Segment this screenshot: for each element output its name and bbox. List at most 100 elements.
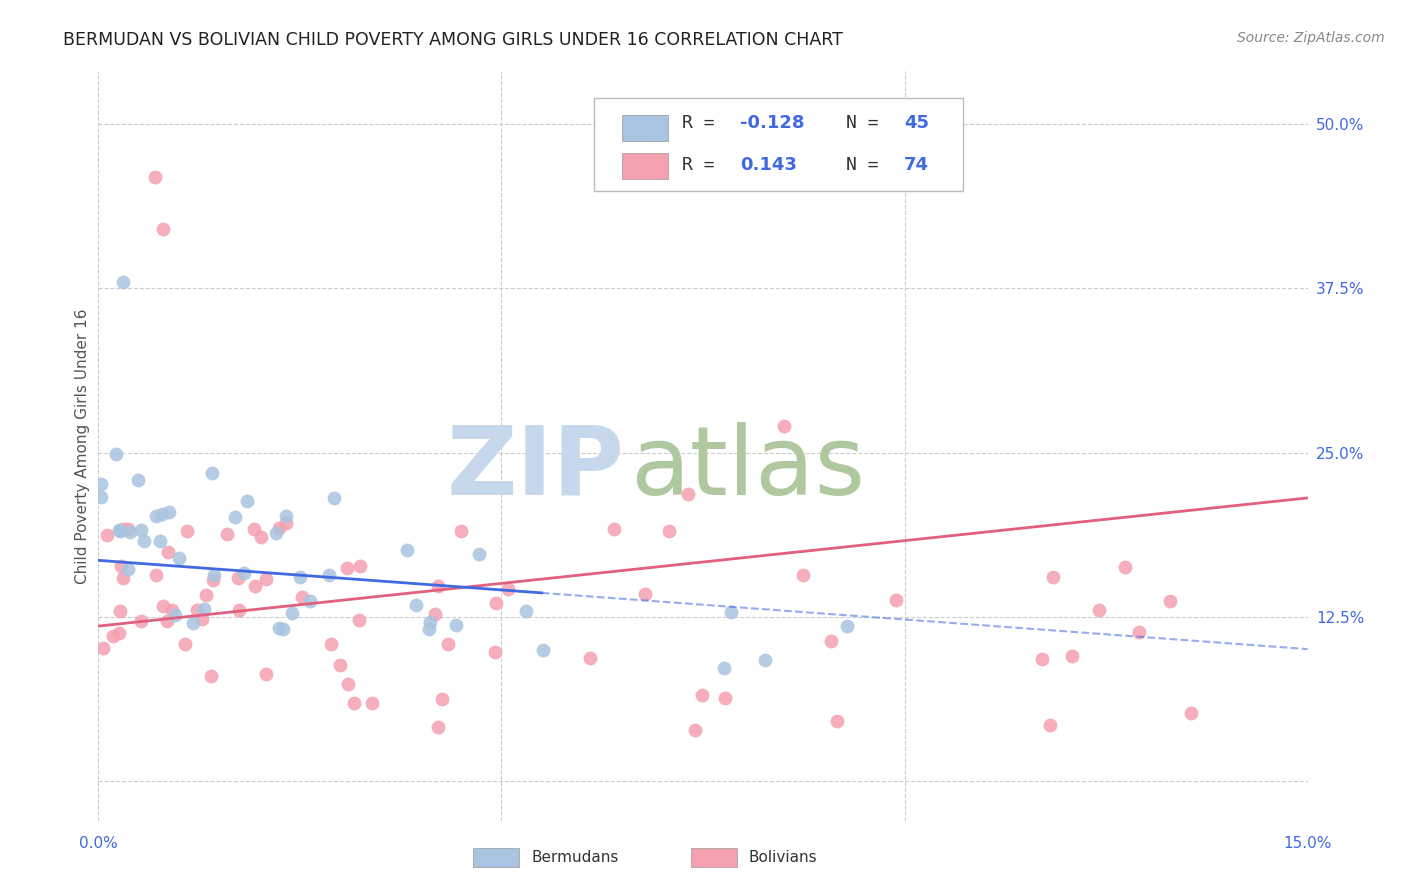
Point (111, 522, 134, 536)
Point (250, 530, 273, 544)
Y-axis label: Child Poverty Among Girls Under 16: Child Poverty Among Girls Under 16 (75, 309, 90, 583)
Point (1062, 648, 1084, 663)
FancyBboxPatch shape (690, 848, 737, 867)
Point (423, 607, 446, 621)
Point (236, 493, 259, 508)
Point (827, 714, 849, 728)
Point (191, 612, 214, 626)
Point (437, 637, 460, 651)
Point (291, 591, 314, 605)
Point (531, 643, 554, 657)
Point (149, 533, 172, 548)
Point (274, 508, 297, 523)
Point (271, 622, 294, 636)
Point (228, 603, 250, 617)
Point (1180, 706, 1202, 720)
Point (96, 527, 118, 541)
Point (233, 566, 256, 581)
Point (336, 561, 359, 575)
Point (145, 508, 167, 523)
Point (820, 633, 842, 648)
Point (264, 525, 287, 540)
Point (132, 533, 155, 548)
Text: N =: N = (845, 156, 889, 174)
Point (336, 677, 359, 691)
Point (1031, 652, 1053, 666)
Point (772, 419, 794, 434)
Point (690, 688, 713, 702)
Point (129, 523, 152, 537)
Text: R =: R = (682, 114, 725, 132)
Text: 0.0%: 0.0% (79, 837, 118, 852)
FancyBboxPatch shape (621, 153, 668, 179)
Point (193, 602, 215, 616)
Point (1128, 625, 1150, 640)
Text: 0.143: 0.143 (741, 156, 797, 174)
Point (117, 562, 139, 576)
Text: 74: 74 (904, 156, 929, 174)
Point (281, 606, 304, 620)
Point (515, 604, 537, 618)
Point (299, 594, 322, 608)
Point (318, 568, 340, 582)
Point (195, 588, 218, 602)
Point (658, 524, 681, 539)
Point (276, 516, 298, 530)
Point (127, 473, 149, 487)
Point (200, 669, 222, 683)
FancyBboxPatch shape (621, 115, 668, 141)
Point (430, 692, 453, 706)
Point (174, 637, 197, 651)
Point (112, 571, 135, 585)
Point (152, 599, 174, 614)
Point (91, 641, 114, 656)
Point (156, 614, 179, 628)
Text: N =: N = (845, 114, 889, 132)
FancyBboxPatch shape (595, 97, 963, 191)
Point (1088, 603, 1111, 617)
Point (217, 527, 239, 541)
Point (183, 616, 205, 631)
Point (602, 522, 624, 536)
Point (165, 608, 187, 623)
Point (754, 653, 776, 667)
Point (243, 522, 266, 536)
Text: 45: 45 (904, 114, 929, 132)
Point (634, 587, 657, 601)
Point (1042, 569, 1064, 583)
Point (419, 615, 441, 629)
Point (361, 696, 384, 710)
Point (418, 622, 440, 636)
Point (835, 619, 858, 633)
Point (157, 545, 180, 559)
Point (145, 568, 167, 582)
Point (484, 645, 506, 659)
Point (202, 567, 225, 582)
Point (720, 605, 742, 619)
Point (485, 596, 508, 610)
Point (1114, 559, 1136, 574)
Point (427, 720, 450, 734)
Point (685, 723, 707, 737)
Point (201, 466, 224, 480)
Point (321, 637, 343, 651)
Point (101, 629, 124, 643)
Text: -0.128: -0.128 (741, 114, 806, 132)
Point (426, 579, 449, 593)
Point (349, 558, 371, 573)
Text: atlas: atlas (630, 422, 866, 515)
Point (343, 696, 366, 710)
Point (1039, 717, 1062, 731)
Point (792, 568, 814, 582)
FancyBboxPatch shape (474, 848, 519, 867)
Point (111, 275, 134, 289)
Point (323, 491, 346, 505)
Point (886, 592, 908, 607)
Point (143, 169, 166, 184)
Point (267, 621, 290, 635)
Point (90, 476, 112, 491)
Point (1159, 594, 1181, 608)
Point (498, 582, 520, 596)
Point (167, 551, 190, 566)
Point (226, 571, 249, 585)
